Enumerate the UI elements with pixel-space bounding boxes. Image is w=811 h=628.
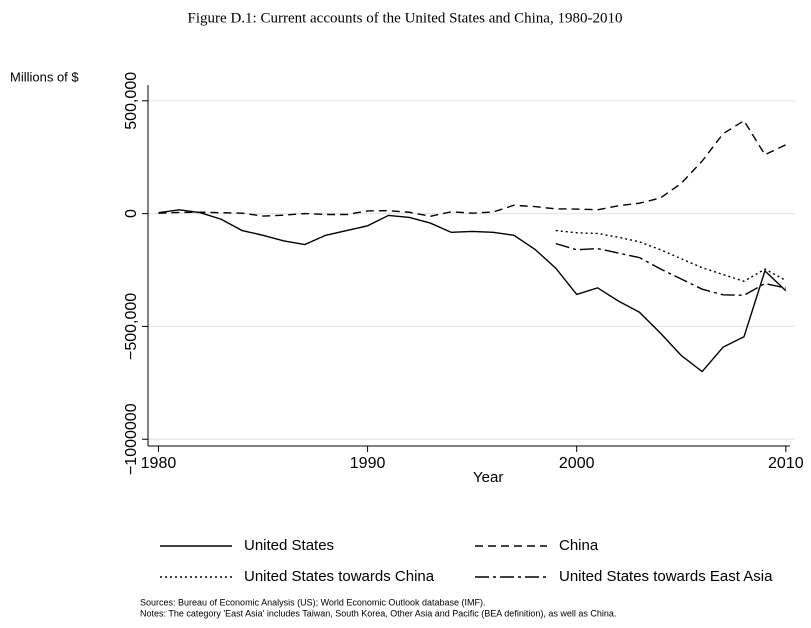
chart-title: Figure D.1: Current accounts of the Unit… [188,10,623,26]
legend-label: United States [244,537,334,554]
series-line [158,119,787,218]
legend-label: China [559,537,599,554]
y-tick-label: 0 [123,209,140,218]
legend-label: United States towards East Asia [559,568,773,585]
y-tick-label: 500,000 [123,72,140,130]
x-tick-label: 2010 [768,455,804,472]
y-tick-label: −1000000 [123,403,140,475]
y-tick-label: −500,000 [123,293,140,360]
note: Notes: The category 'East Asia' includes… [140,608,616,618]
x-tick-label: 1980 [141,455,177,472]
series-line [158,209,787,373]
source-note: Sources: Bureau of Economic Analysis (US… [140,597,485,607]
x-tick-label: 2000 [559,455,595,472]
series-line [555,229,787,283]
x-tick-label: 1990 [350,455,386,472]
y-axis-label: Millions of $ [10,69,79,84]
legend-label: United States towards China [244,568,435,585]
series-line [555,242,786,296]
x-axis-label: Year [473,469,503,486]
